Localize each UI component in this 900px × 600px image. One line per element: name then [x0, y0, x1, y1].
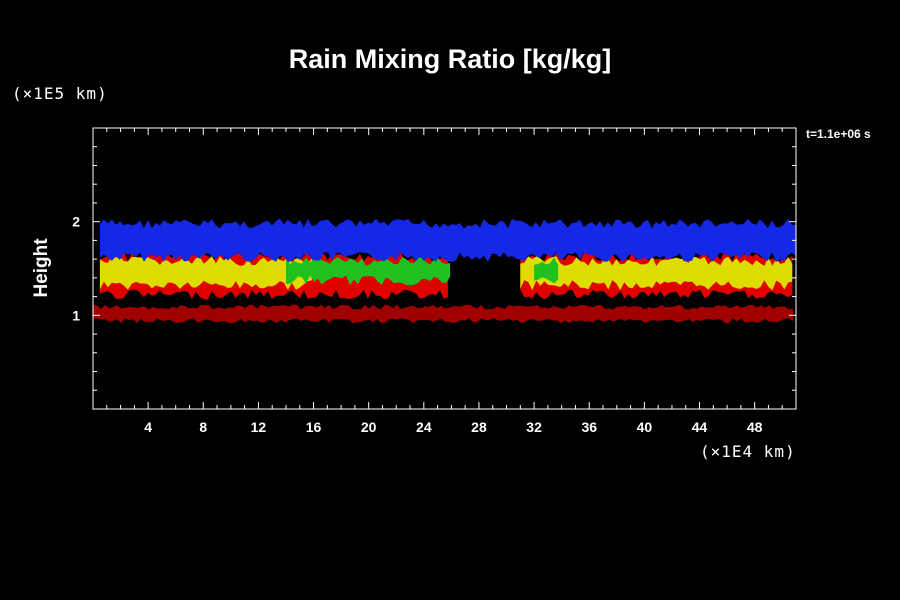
y-axis-unit: (×1E5 km)	[12, 84, 108, 103]
field-dark-red-0	[93, 304, 793, 324]
field-green-0	[286, 256, 450, 286]
x-tick-label: 24	[416, 419, 432, 435]
x-tick-label: 32	[526, 419, 542, 435]
x-tick-label: 12	[251, 419, 267, 435]
x-tick-label: 4	[144, 419, 152, 435]
x-tick-label: 40	[637, 419, 653, 435]
chart-title: Rain Mixing Ratio [kg/kg]	[288, 44, 612, 74]
field-yellow-0	[99, 256, 312, 290]
x-tick-label: 28	[471, 419, 487, 435]
time-label: t=1.1e+06 s	[806, 127, 871, 141]
field-green-1	[534, 257, 559, 284]
x-tick-label: 8	[199, 419, 207, 435]
x-tick-label: 48	[747, 419, 763, 435]
x-tick-label: 36	[581, 419, 597, 435]
field-yellow-1	[520, 256, 793, 291]
field-blue-0	[99, 218, 796, 263]
axes-frame	[92, 127, 797, 410]
x-tick-label: 20	[361, 419, 377, 435]
y-tick-label: 2	[72, 214, 80, 230]
x-axis-unit: (×1E4 km)	[700, 442, 796, 461]
field-layers	[93, 218, 796, 324]
x-tick-label: 44	[692, 419, 708, 435]
y-tick-label: 1	[72, 307, 80, 323]
x-tick-label: 16	[306, 419, 322, 435]
